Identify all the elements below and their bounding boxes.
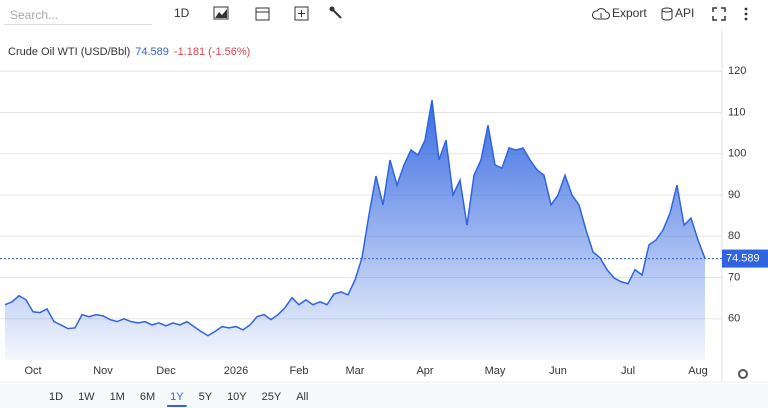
y-tick-label: 80	[728, 230, 740, 242]
y-tick-label: 60	[728, 313, 740, 325]
chart-type-icon[interactable]	[213, 6, 229, 20]
range-button[interactable]: 1Y	[170, 391, 184, 403]
y-tick-label: 90	[728, 189, 740, 201]
api-button[interactable]: API	[675, 6, 695, 20]
range-button[interactable]: 5Y	[199, 391, 213, 403]
range-button[interactable]: 1W	[78, 391, 95, 403]
settings-icon[interactable]	[738, 369, 748, 379]
search-placeholder: Search...	[10, 8, 59, 22]
x-tick-label: Jun	[549, 365, 567, 377]
y-tick-label: 70	[728, 271, 740, 283]
api-icon[interactable]	[661, 7, 673, 21]
x-tick-label: Nov	[93, 365, 113, 377]
search-box[interactable]: Search...	[4, 4, 152, 25]
price-line	[4, 99, 706, 337]
range-button[interactable]: 25Y	[262, 391, 282, 403]
interval-button[interactable]: 1D	[174, 6, 190, 20]
range-button[interactable]: All	[296, 391, 308, 403]
header-price: 74.589	[135, 46, 169, 58]
area-fill	[5, 100, 705, 360]
x-tick-label: Mar	[346, 365, 365, 377]
x-tick-label: May	[485, 365, 506, 377]
x-tick-label: Jul	[621, 365, 635, 377]
x-tick-label: Feb	[290, 365, 309, 377]
x-tick-label: Dec	[156, 365, 176, 377]
last-price-box	[722, 249, 768, 268]
range-bar	[0, 384, 768, 408]
range-button[interactable]: 10Y	[227, 391, 247, 403]
y-tick-label: 110	[728, 106, 746, 118]
range-button[interactable]: 1D	[49, 391, 63, 403]
x-tick-label: 2026	[224, 365, 248, 377]
calendar-icon[interactable]	[255, 6, 270, 21]
last-price-label: 74.589	[726, 252, 760, 264]
export-icon[interactable]	[592, 7, 610, 20]
menu-icon[interactable]	[743, 7, 749, 21]
range-button[interactable]: 1M	[110, 391, 125, 403]
y-tick-label: 120	[728, 65, 746, 77]
header-change: -1.181 (-1.56%)	[174, 46, 250, 58]
range-button[interactable]: 6M	[140, 391, 155, 403]
add-icon[interactable]	[294, 6, 309, 21]
y-tick-label: 100	[728, 148, 746, 160]
x-tick-label: Aug	[688, 365, 708, 377]
export-button[interactable]: Export	[612, 6, 647, 20]
fullscreen-icon[interactable]	[712, 7, 726, 21]
tools-icon[interactable]	[329, 6, 343, 20]
chart-title: Crude Oil WTI (USD/Bbl)	[8, 46, 130, 58]
x-tick-label: Apr	[416, 365, 433, 377]
x-tick-label: Oct	[24, 365, 41, 377]
